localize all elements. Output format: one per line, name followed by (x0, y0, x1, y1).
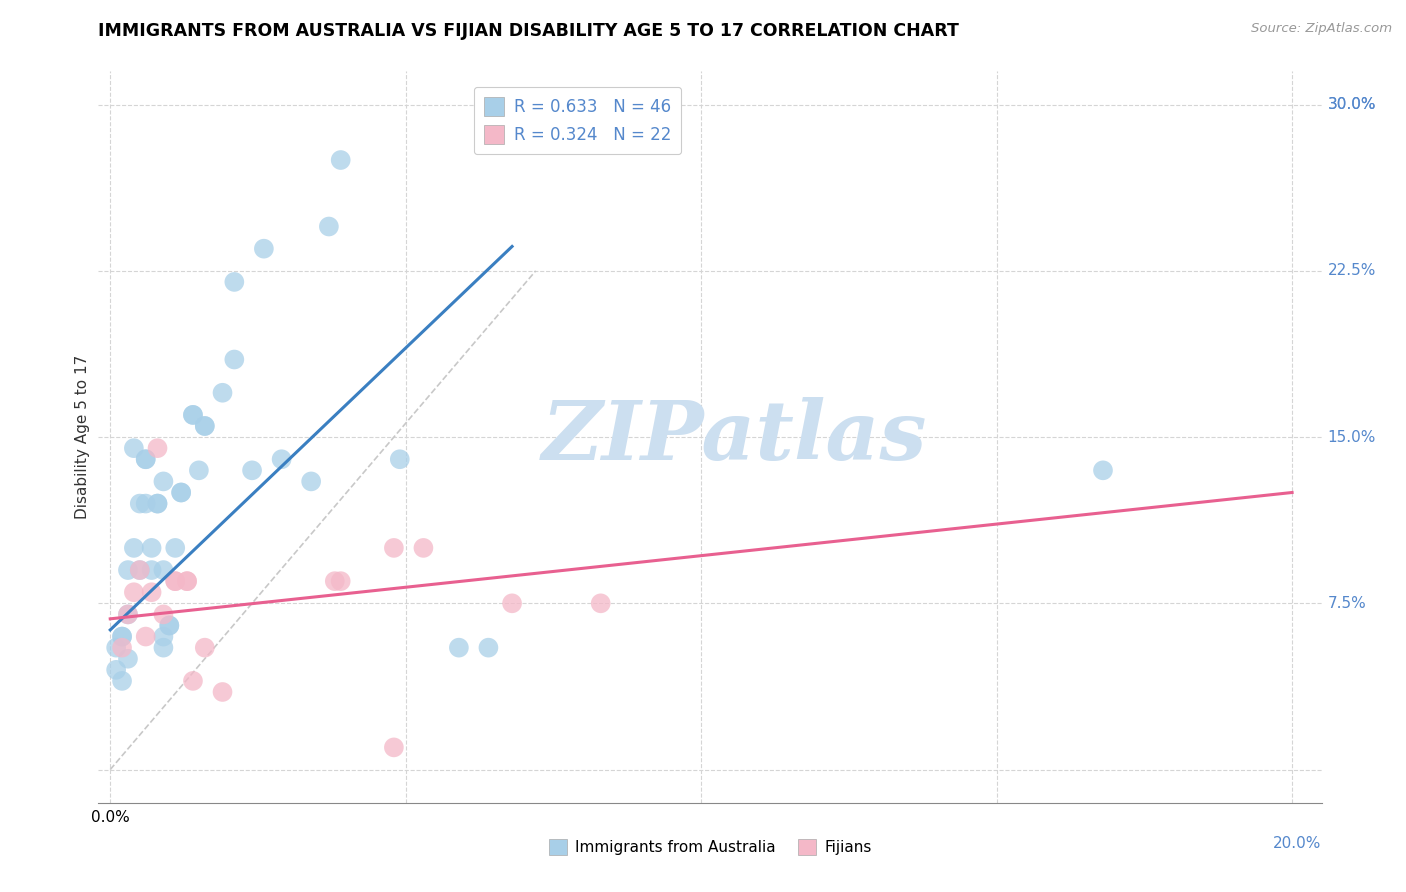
Point (122, 585, 145, 599)
Text: 15.0%: 15.0% (1327, 430, 1376, 444)
Point (323, 574, 346, 589)
Point (589, 596, 612, 610)
Text: 30.0%: 30.0% (1327, 97, 1376, 112)
Point (170, 485, 193, 500)
Point (176, 574, 198, 589)
Point (135, 630, 157, 644)
Point (128, 563, 150, 577)
Point (240, 463, 263, 477)
Point (128, 563, 150, 577)
Point (135, 452, 157, 467)
Point (299, 475, 322, 489)
Point (111, 673, 134, 688)
Text: Source: ZipAtlas.com: Source: ZipAtlas.com (1251, 22, 1392, 36)
Point (253, 242, 276, 256)
Point (181, 673, 204, 688)
Point (117, 563, 139, 577)
Point (152, 475, 174, 489)
Point (176, 574, 198, 589)
Point (141, 541, 163, 555)
Point (270, 452, 292, 467)
Point (181, 408, 204, 422)
Point (329, 153, 352, 167)
Point (170, 485, 193, 500)
Point (181, 408, 204, 422)
Point (165, 574, 187, 589)
Point (117, 607, 139, 622)
Point (388, 452, 411, 467)
Point (152, 607, 174, 622)
Point (105, 640, 128, 655)
Point (211, 685, 233, 699)
Point (135, 497, 157, 511)
Point (194, 640, 217, 655)
Point (412, 541, 434, 555)
Point (141, 563, 163, 577)
Point (165, 574, 187, 589)
Text: 22.5%: 22.5% (1327, 263, 1376, 278)
Point (135, 452, 157, 467)
Point (224, 352, 246, 367)
Point (117, 607, 139, 622)
Point (194, 419, 217, 434)
Legend: Immigrants from Australia, Fijians: Immigrants from Australia, Fijians (543, 833, 877, 861)
Point (146, 497, 169, 511)
Point (382, 541, 405, 555)
Point (382, 740, 405, 755)
Point (111, 630, 134, 644)
Point (111, 640, 134, 655)
Point (157, 618, 180, 632)
Point (224, 275, 246, 289)
Text: 30.0%: 30.0% (1327, 97, 1376, 112)
Point (329, 574, 352, 589)
Text: ZIPatlas: ZIPatlas (541, 397, 927, 477)
Point (146, 497, 169, 511)
Point (128, 497, 150, 511)
Point (477, 640, 499, 655)
Point (318, 219, 340, 234)
Y-axis label: Disability Age 5 to 17: Disability Age 5 to 17 (75, 355, 90, 519)
Point (501, 596, 523, 610)
Point (447, 640, 470, 655)
Point (211, 385, 233, 400)
Point (122, 441, 145, 455)
Text: 20.0%: 20.0% (1274, 836, 1322, 851)
Text: 7.5%: 7.5% (1327, 596, 1367, 611)
Point (117, 651, 139, 665)
Point (105, 663, 128, 677)
Point (1091, 463, 1114, 477)
Point (152, 563, 174, 577)
Point (111, 630, 134, 644)
Point (146, 441, 169, 455)
Point (141, 585, 163, 599)
Point (194, 419, 217, 434)
Point (152, 640, 174, 655)
Point (187, 463, 209, 477)
Text: IMMIGRANTS FROM AUSTRALIA VS FIJIAN DISABILITY AGE 5 TO 17 CORRELATION CHART: IMMIGRANTS FROM AUSTRALIA VS FIJIAN DISA… (98, 22, 959, 40)
Point (152, 630, 174, 644)
Point (157, 618, 180, 632)
Point (122, 541, 145, 555)
Point (165, 541, 187, 555)
